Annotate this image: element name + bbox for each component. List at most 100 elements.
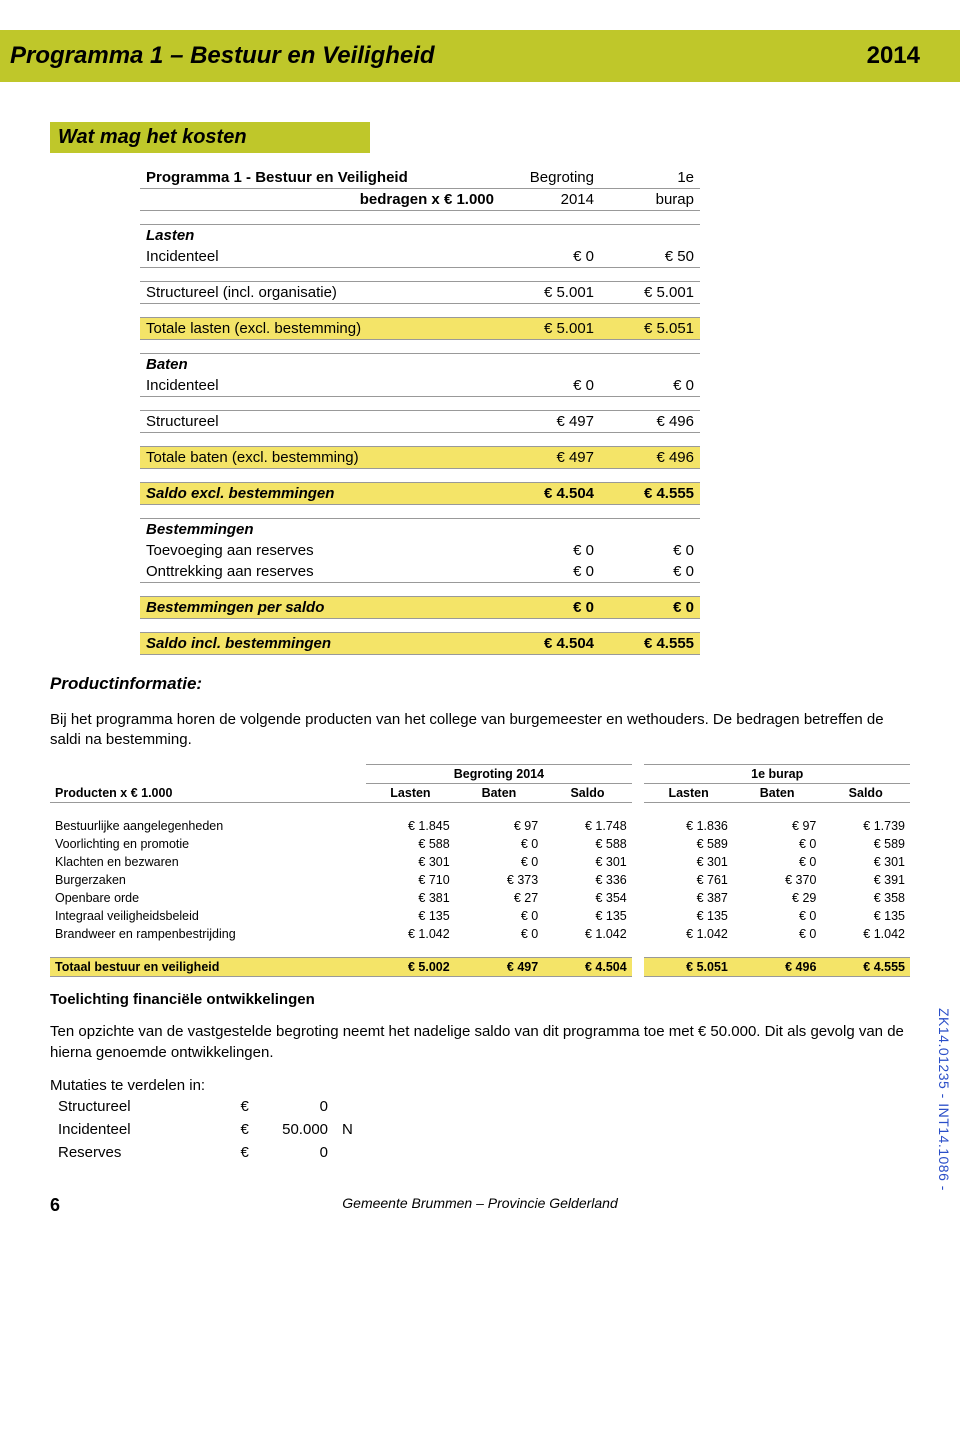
cell: € 4.504 xyxy=(500,483,600,505)
cell: € 391 xyxy=(821,871,910,889)
row-label: Integraal veiligheidsbeleid xyxy=(50,907,366,925)
cell: € 354 xyxy=(543,889,632,907)
cell: € 4.555 xyxy=(600,483,700,505)
cell: € 97 xyxy=(733,817,822,835)
col-h: 2014 xyxy=(500,189,600,211)
cell: € 135 xyxy=(543,907,632,925)
col-h: Begroting xyxy=(500,167,600,189)
col-h: 1e xyxy=(600,167,700,189)
cell: € 0 xyxy=(500,540,600,561)
cell: € 0 xyxy=(733,907,822,925)
page-title: Programma 1 – Bestuur en Veiligheid xyxy=(10,42,867,70)
col-h: Saldo xyxy=(543,784,632,803)
cell: € 0 xyxy=(455,907,544,925)
cell: € 496 xyxy=(600,447,700,469)
page-number: 6 xyxy=(50,1195,60,1216)
cell: € 27 xyxy=(455,889,544,907)
row-label: Reserves xyxy=(52,1142,222,1163)
cell: € 358 xyxy=(821,889,910,907)
row-label: Saldo excl. bestemmingen xyxy=(140,483,500,505)
suffix: N xyxy=(336,1119,366,1140)
cell: € 0 xyxy=(500,561,600,583)
suffix xyxy=(336,1096,366,1117)
cell: € 5.001 xyxy=(500,282,600,304)
cell: € 761 xyxy=(644,871,733,889)
row-label: Incidenteel xyxy=(52,1119,222,1140)
cell: € 301 xyxy=(644,853,733,871)
cell: € 0 xyxy=(224,1142,334,1163)
cell: € 4.555 xyxy=(821,957,910,977)
cell: € 0 xyxy=(455,925,544,943)
fin-title: Programma 1 - Bestuur en Veiligheid xyxy=(140,167,500,189)
products-table: Begroting 2014 1e burap Producten x € 1.… xyxy=(50,764,910,977)
row-label: Totale lasten (excl. bestemming) xyxy=(140,318,500,340)
cell: € 0 xyxy=(500,375,600,397)
row-label: Structureel (incl. organisatie) xyxy=(140,282,500,304)
page-header: Programma 1 – Bestuur en Veiligheid 2014 xyxy=(0,30,960,82)
cell: € 301 xyxy=(821,853,910,871)
row-label: Incidenteel xyxy=(140,246,500,268)
cell: € 50.000 xyxy=(224,1119,334,1140)
cell: € 370 xyxy=(733,871,822,889)
cell: € 0 xyxy=(600,540,700,561)
page-footer: 6 Gemeente Brummen – Provincie Gelderlan… xyxy=(50,1195,910,1211)
cell: € 0 xyxy=(600,375,700,397)
col-h: Saldo xyxy=(821,784,910,803)
footer-text: Gemeente Brummen – Provincie Gelderland xyxy=(50,1195,910,1211)
cell: € 5.001 xyxy=(500,318,600,340)
row-label: Totale baten (excl. bestemming) xyxy=(140,447,500,469)
toelichting-text: Ten opzichte van de vastgestelde begroti… xyxy=(50,1022,910,1063)
row-label: Burgerzaken xyxy=(50,871,366,889)
cell: € 381 xyxy=(366,889,455,907)
cell: € 4.504 xyxy=(543,957,632,977)
productinfo-heading: Productinformatie: xyxy=(50,673,910,696)
col-h: Lasten xyxy=(366,784,455,803)
productinfo-text: Bij het programma horen de volgende prod… xyxy=(50,710,910,751)
cell: € 496 xyxy=(733,957,822,977)
cell: € 1.042 xyxy=(543,925,632,943)
row-label: Bestuurlijke aangelegenheden xyxy=(50,817,366,835)
cell: € 29 xyxy=(733,889,822,907)
row-label: Onttrekking aan reserves xyxy=(140,561,500,583)
col-group: Begroting 2014 xyxy=(366,764,632,784)
page-year: 2014 xyxy=(867,42,920,70)
cell: € 0 xyxy=(600,597,700,619)
row-label: Structureel xyxy=(140,411,500,433)
mutaties-table: Structureel € 0Incidenteel€ 50.000N Reserv… xyxy=(50,1094,368,1165)
cell: € 5.051 xyxy=(644,957,733,977)
cell: € 589 xyxy=(821,835,910,853)
cell: € 1.042 xyxy=(366,925,455,943)
document-reference: ZK14.01235 - INT14.1086 - xyxy=(936,1008,952,1191)
cell: € 5.002 xyxy=(366,957,455,977)
col-h: Baten xyxy=(455,784,544,803)
row-label: Lasten xyxy=(140,225,500,247)
cell: € 301 xyxy=(366,853,455,871)
cell: € 5.001 xyxy=(600,282,700,304)
row-label: Bestemmingen xyxy=(140,519,500,541)
mutaties-heading: Mutaties te verdelen in: xyxy=(50,1077,910,1094)
row-label: Structureel xyxy=(52,1096,222,1117)
total-label: Totaal bestuur en veiligheid xyxy=(50,957,366,977)
cell: € 588 xyxy=(366,835,455,853)
row-label: Klachten en bezwaren xyxy=(50,853,366,871)
row-header-label: Producten x € 1.000 xyxy=(50,784,366,803)
cell: € 0 xyxy=(733,853,822,871)
cell: € 301 xyxy=(543,853,632,871)
unit-label: bedragen x € 1.000 xyxy=(140,189,500,211)
cell: € 497 xyxy=(500,447,600,469)
cell: € 0 xyxy=(600,561,700,583)
cell: € 0 xyxy=(733,925,822,943)
cell: € 4.555 xyxy=(600,633,700,655)
row-label: Voorlichting en promotie xyxy=(50,835,366,853)
col-h: Lasten xyxy=(644,784,733,803)
cell: € 387 xyxy=(644,889,733,907)
section-heading: Wat mag het kosten xyxy=(50,122,370,153)
cell: € 135 xyxy=(644,907,733,925)
cell: € 710 xyxy=(366,871,455,889)
cell: € 1.748 xyxy=(543,817,632,835)
financial-table: Programma 1 - Bestuur en VeiligheidBegro… xyxy=(140,167,700,655)
row-label: Baten xyxy=(140,354,500,376)
row-label: Openbare orde xyxy=(50,889,366,907)
cell: € 373 xyxy=(455,871,544,889)
cell: € 135 xyxy=(366,907,455,925)
